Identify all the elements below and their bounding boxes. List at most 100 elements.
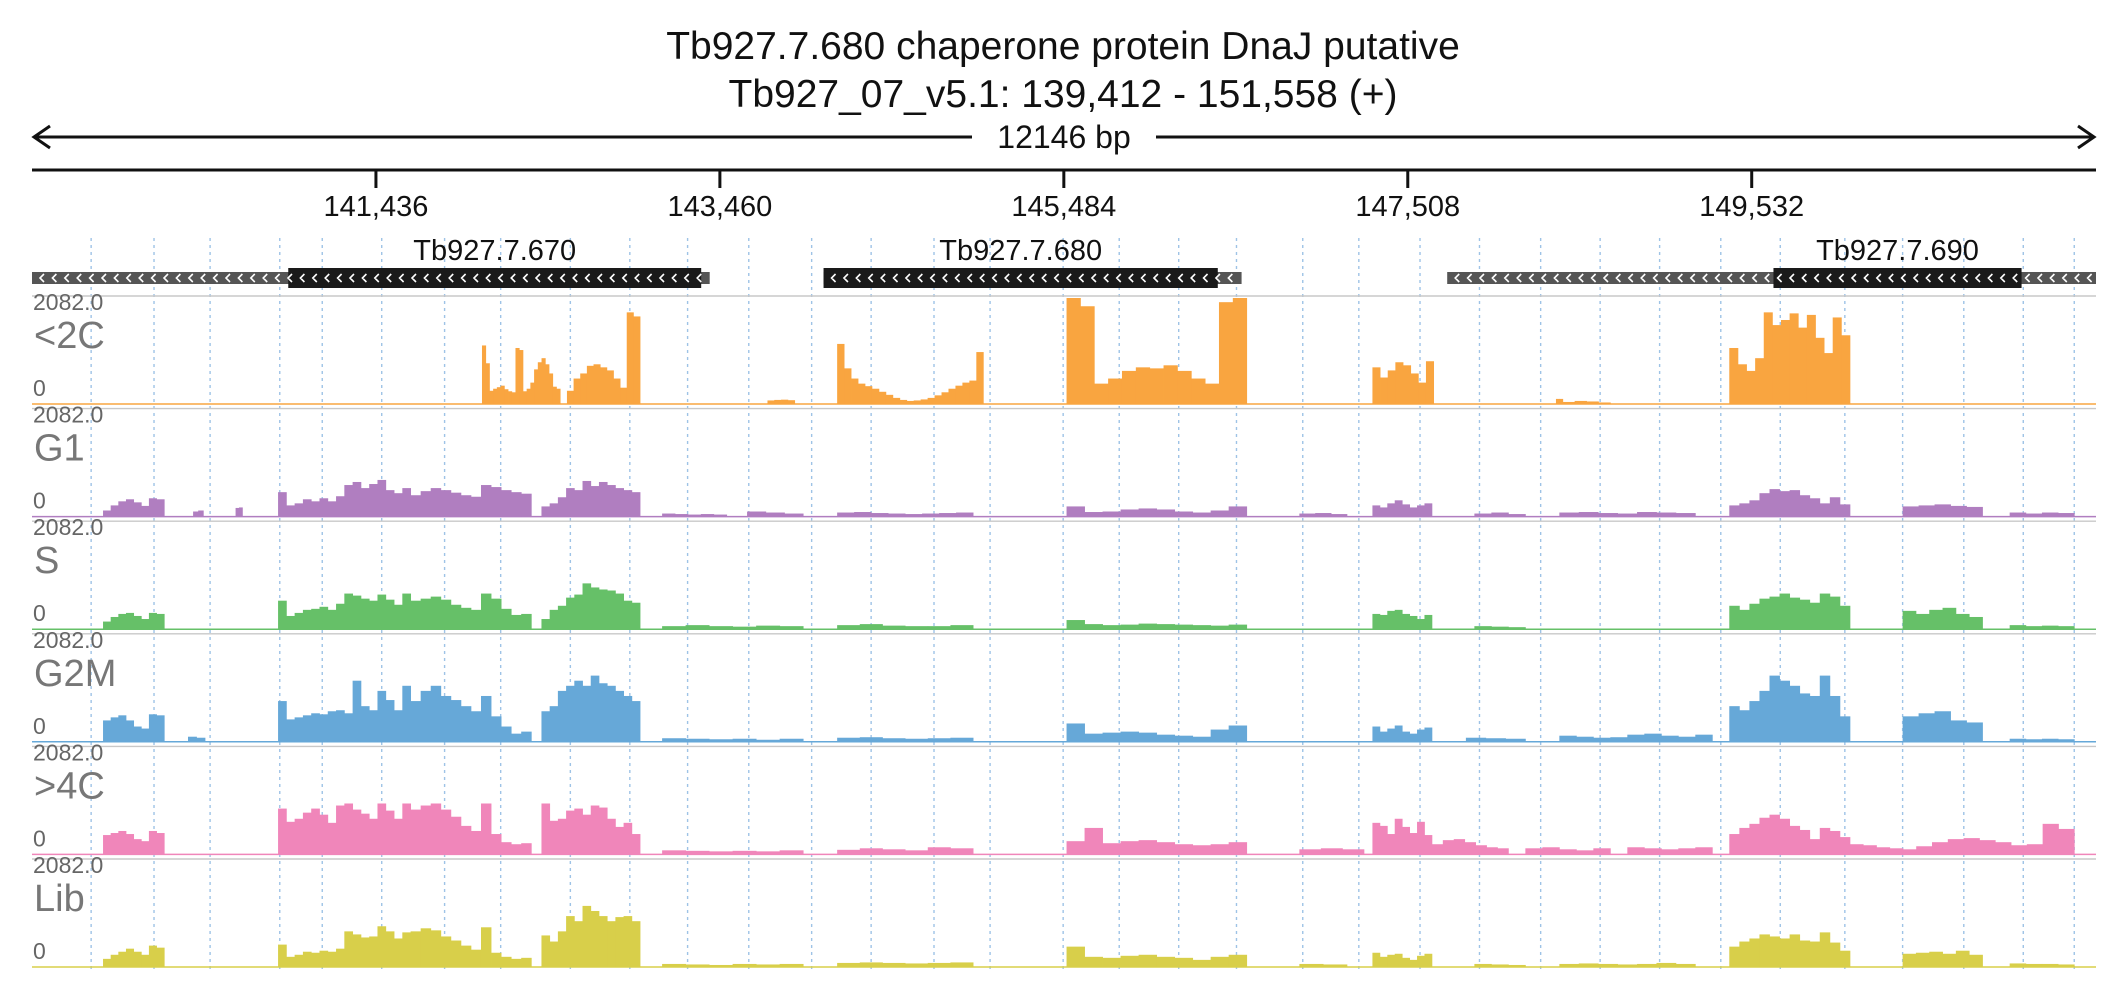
coverage-bar: [1080, 306, 1095, 404]
coverage-bar: [1342, 849, 1365, 855]
coverage-bar: [103, 510, 112, 517]
coverage-bar: [1729, 834, 1740, 855]
coverage-bar: [103, 621, 112, 630]
coverage-bar: [1934, 504, 1951, 517]
coverage-bar: [1779, 938, 1791, 967]
coverage-bar: [1084, 733, 1103, 742]
coverage-bar: [344, 485, 354, 517]
coverage-bar: [501, 490, 512, 517]
coverage-bar: [480, 927, 492, 967]
coverage-bar: [1102, 625, 1121, 630]
coverage-bar: [1387, 370, 1396, 404]
coverage-bar: [607, 921, 616, 967]
coverage-bar: [377, 926, 387, 967]
coverage-bar: [156, 833, 165, 855]
coverage-bar: [286, 505, 296, 517]
coverage-bar: [1508, 514, 1526, 517]
coverage-bar: [1387, 834, 1396, 855]
coverage-bar: [1228, 506, 1248, 517]
coverage-bar: [1789, 934, 1801, 967]
coverage-bar: [1759, 934, 1770, 967]
coverage-bar: [615, 826, 624, 855]
coverage-bar: [1156, 509, 1176, 517]
coverage-bar: [385, 599, 395, 630]
coverage-bar: [615, 690, 624, 742]
coverage-bar: [511, 392, 516, 404]
coverage-bar: [1387, 728, 1396, 742]
coverage-bar: [1695, 734, 1713, 742]
coverage-bar: [623, 822, 633, 855]
coverage-bar: [1841, 335, 1851, 404]
coverage-bar: [1902, 610, 1917, 630]
coverage-bar: [1779, 491, 1791, 517]
coverage-bar: [110, 954, 119, 967]
coverage-bar: [336, 948, 345, 967]
chart-subtitle: Tb927_07_v5.1: 139,412 - 151,558 (+): [728, 73, 1398, 116]
coverage-bar: [566, 810, 575, 855]
coverage-bar: [871, 388, 880, 404]
coverage-bar: [859, 737, 883, 742]
coverage-bar: [956, 512, 974, 517]
coverage-bar: [1417, 505, 1425, 517]
coverage-bar: [882, 962, 906, 967]
coverage-bar: [1966, 722, 1983, 742]
coverage-bar: [1839, 716, 1851, 742]
coverage-bar: [430, 930, 442, 967]
coverage-bar: [352, 934, 362, 967]
coverage-bar: [1210, 729, 1230, 742]
coverage-bar: [1417, 821, 1425, 855]
coverage-bar: [1505, 738, 1526, 742]
coverage-bar: [1174, 511, 1194, 517]
ruler-tick-label: 149,532: [1699, 191, 1804, 223]
coverage-bar: [574, 921, 583, 967]
coverage-bar: [1228, 725, 1248, 742]
coverage-bar: [1839, 504, 1851, 517]
coverage-bar: [294, 612, 304, 630]
coverage-bar: [1424, 614, 1433, 630]
coverage-bar: [675, 514, 689, 517]
coverage-bar: [582, 814, 592, 855]
coverage-bar: [302, 812, 312, 855]
coverage-bar: [1979, 840, 1996, 855]
coverage-bar: [286, 719, 296, 742]
coverage-bar: [491, 598, 502, 630]
coverage-bar: [1205, 383, 1220, 404]
coverage-bar: [1156, 842, 1176, 855]
coverage-bar: [470, 496, 482, 517]
coverage-bar: [1417, 955, 1425, 967]
coverage-bar: [500, 385, 505, 404]
coverage-bar: [133, 615, 142, 630]
coverage-bar: [1839, 605, 1851, 630]
coverage-bar: [662, 738, 687, 742]
coverage-bar: [369, 600, 378, 630]
coverage-bar: [1372, 505, 1381, 517]
coverage-bar: [294, 503, 304, 517]
coverage-bar: [1578, 512, 1599, 517]
coverage-bar: [607, 818, 616, 855]
coverage-bar: [922, 513, 940, 517]
coverage-bar: [878, 391, 887, 404]
coverage-bar: [709, 626, 734, 630]
coverage-bar: [756, 739, 781, 742]
coverage-bar: [1409, 615, 1418, 630]
coverage-bar: [1799, 693, 1811, 742]
coverage-bar: [410, 495, 422, 517]
coverage-bar: [1232, 298, 1248, 404]
coverage-bar: [1661, 849, 1679, 855]
coverage-bar: [302, 951, 312, 967]
coverage-bar: [837, 849, 861, 855]
coverage-bar: [598, 589, 608, 630]
coverage-bar: [1644, 733, 1662, 742]
coverage-bar: [344, 803, 354, 855]
coverage-bar: [1192, 512, 1212, 517]
coverage-bar: [2041, 738, 2059, 742]
coverage-bar: [430, 803, 442, 855]
coverage-bar: [1598, 513, 1619, 517]
coverage-bar: [1135, 367, 1151, 404]
coverage-bar: [1915, 613, 1930, 630]
coverage-bar: [1464, 842, 1477, 855]
coverage-bar: [620, 387, 628, 404]
coverage-bar: [631, 492, 641, 517]
coverage-bar: [1418, 382, 1427, 404]
coverage-bar: [1474, 963, 1492, 967]
